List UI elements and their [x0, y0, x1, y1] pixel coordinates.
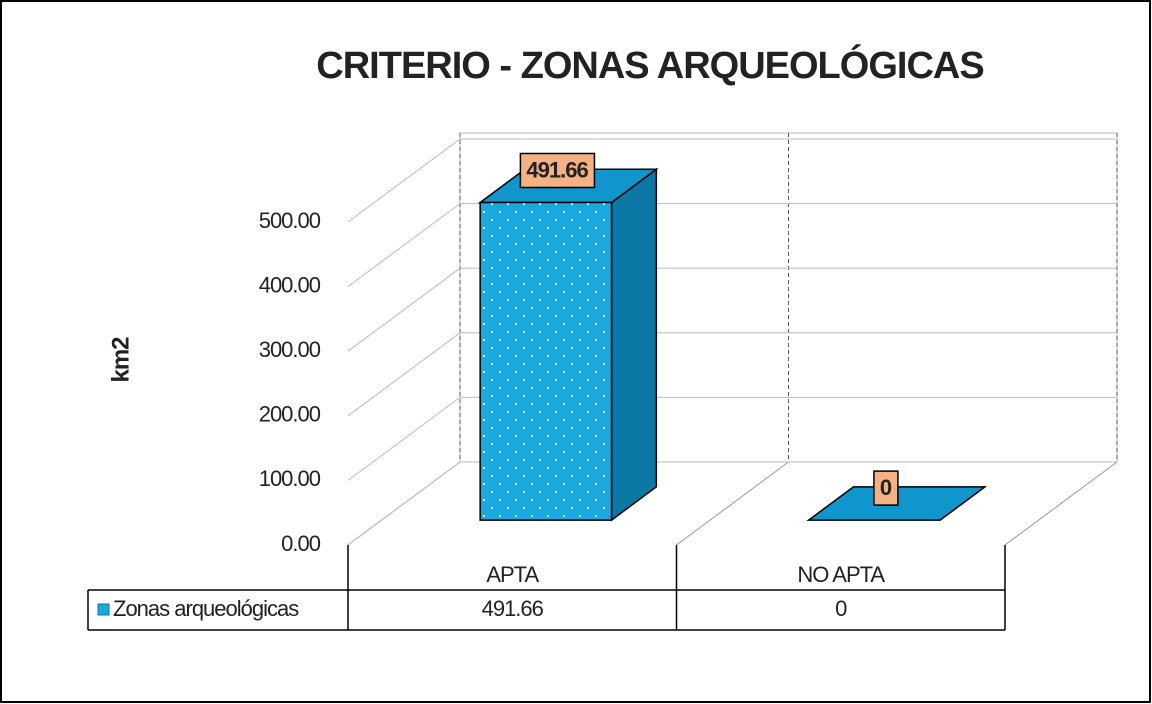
- floor-edge: [1004, 461, 1118, 546]
- grid-line: [347, 138, 461, 223]
- y-axis-label: km2: [107, 337, 134, 383]
- y-tick-label: 100.00: [259, 466, 321, 491]
- y-tick-label: 400.00: [259, 272, 321, 297]
- table-value: 491.66: [482, 596, 544, 621]
- grid-line: [347, 203, 461, 288]
- y-tick-label: 300.00: [259, 337, 321, 362]
- x-tick-label: NO APTA: [797, 562, 885, 587]
- data-label: 491.66: [526, 157, 588, 182]
- bar-side: [610, 167, 658, 522]
- bar: [477, 167, 659, 522]
- grid-line: [347, 461, 461, 546]
- chart-title: CRITERIO - ZONAS ARQUEOLÓGICAS: [316, 43, 983, 87]
- y-tick-label: 200.00: [259, 402, 321, 427]
- grid-line: [347, 332, 461, 417]
- data-label-box: [873, 470, 899, 506]
- y-tick-label: 500.00: [259, 208, 321, 233]
- grid-line: [347, 396, 461, 481]
- bar-front: [479, 201, 613, 521]
- x-tick-label: APTA: [486, 562, 539, 587]
- grid-line: [347, 267, 461, 352]
- floor-edge: [676, 461, 789, 546]
- y-tick-label: 0.00: [281, 531, 321, 556]
- legend-label: Zonas arqueológicas: [113, 596, 299, 621]
- data-label: 0: [880, 475, 892, 500]
- table-value: 0: [835, 596, 847, 621]
- legend-key: [97, 603, 110, 616]
- data-label-box: [519, 152, 596, 189]
